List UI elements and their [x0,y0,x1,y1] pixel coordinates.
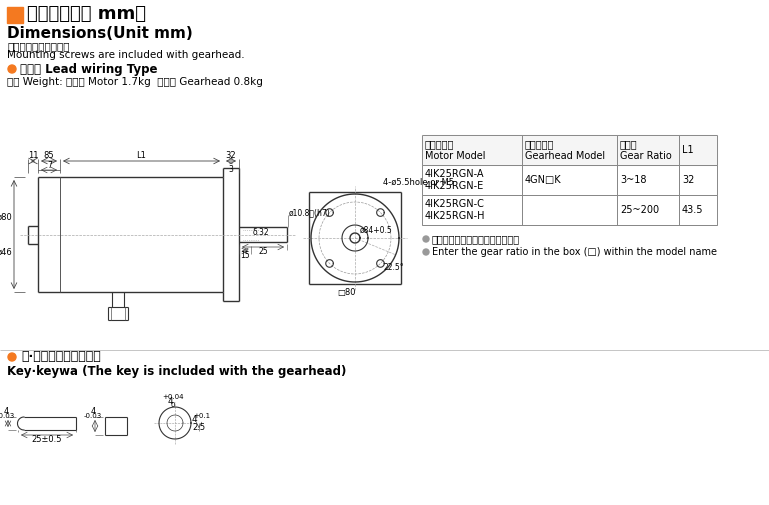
Circle shape [423,249,429,255]
Text: Mounting screws are included with gearhead.: Mounting screws are included with gearhe… [7,50,245,60]
Bar [7,7,23,23]
Text: -0.03: -0.03 [84,413,102,419]
Bar [617,135,679,165]
Text: 11: 11 [28,152,38,161]
Text: 3~18: 3~18 [620,175,647,185]
Text: Key·keywa (The key is included with the gearhead): Key·keywa (The key is included with the … [7,366,346,379]
Text: Enter the gear ratio in the box (□) within the model name: Enter the gear ratio in the box (□) with… [432,247,717,257]
Text: 25: 25 [258,247,268,257]
Text: 0: 0 [171,402,175,408]
Text: 32: 32 [225,152,236,161]
Text: 3: 3 [228,166,234,175]
Text: 4: 4 [167,396,173,406]
Text: Dimensions(Unit mm): Dimensions(Unit mm) [7,25,193,40]
Text: 重量 Weight: 电动机 Motor 1.7kg  减速器 Gearhead 0.8kg: 重量 Weight: 电动机 Motor 1.7kg 减速器 Gearhead … [7,77,263,87]
Text: 4: 4 [3,408,8,417]
Text: 4IK25RGN-H: 4IK25RGN-H [425,211,485,221]
Text: -0.03: -0.03 [0,413,15,419]
Text: 减速器型号: 减速器型号 [525,139,554,149]
Text: 4-ø5.5hole or M5: 4-ø5.5hole or M5 [383,177,454,186]
Text: 导线型 Lead wiring Type: 导线型 Lead wiring Type [20,63,158,76]
Text: 32: 32 [682,175,694,185]
Text: +0.04: +0.04 [162,394,184,400]
Text: +0.1: +0.1 [193,413,210,419]
Circle shape [423,236,429,242]
Circle shape [8,65,16,73]
Text: 25±0.5: 25±0.5 [32,435,62,444]
Text: 减速器附有安装用螺丝: 减速器附有安装用螺丝 [7,41,69,51]
Text: ø84+0.5: ø84+0.5 [360,226,393,234]
Text: 7: 7 [48,162,52,171]
Text: Gear Ratio: Gear Ratio [620,151,672,161]
Text: 15: 15 [240,251,250,261]
Text: 减速器型号的口中为减速比的数值: 减速器型号的口中为减速比的数值 [432,234,520,244]
Text: ø10.8㎜(h7): ø10.8㎜(h7) [289,208,331,217]
Text: 4IK25RGN-E: 4IK25RGN-E [425,181,484,191]
Text: Motor Model: Motor Model [425,151,485,161]
Text: □80: □80 [338,287,356,296]
Text: 4: 4 [91,408,95,417]
Text: ø80: ø80 [0,213,12,222]
Text: 电动机型号: 电动机型号 [425,139,454,149]
Text: 外形图（单位 mm）: 外形图（单位 mm） [27,5,146,23]
Text: L1: L1 [682,145,694,155]
Text: 4GN□K: 4GN□K [525,175,561,185]
Text: 85: 85 [44,152,55,161]
Text: 25~200: 25~200 [620,205,659,215]
Bar [679,135,717,165]
Text: 4: 4 [192,416,198,425]
Circle shape [8,353,16,361]
Text: ø46: ø46 [0,247,12,256]
Bar [422,135,522,165]
Text: 22.5°: 22.5° [383,264,404,273]
Text: 4IK25RGN-C: 4IK25RGN-C [425,199,485,209]
Text: 减速比: 减速比 [620,139,638,149]
Bar [522,135,617,165]
Text: 2.5: 2.5 [192,424,205,432]
Text: 键·键槽（减速器附件）: 键·键槽（减速器附件） [21,350,101,364]
Text: δ.32: δ.32 [253,228,270,237]
Text: 4IK25RGN-A: 4IK25RGN-A [425,169,484,179]
Text: Gearhead Model: Gearhead Model [525,151,605,161]
Text: L1: L1 [137,152,146,161]
Text: 43.5: 43.5 [682,205,704,215]
